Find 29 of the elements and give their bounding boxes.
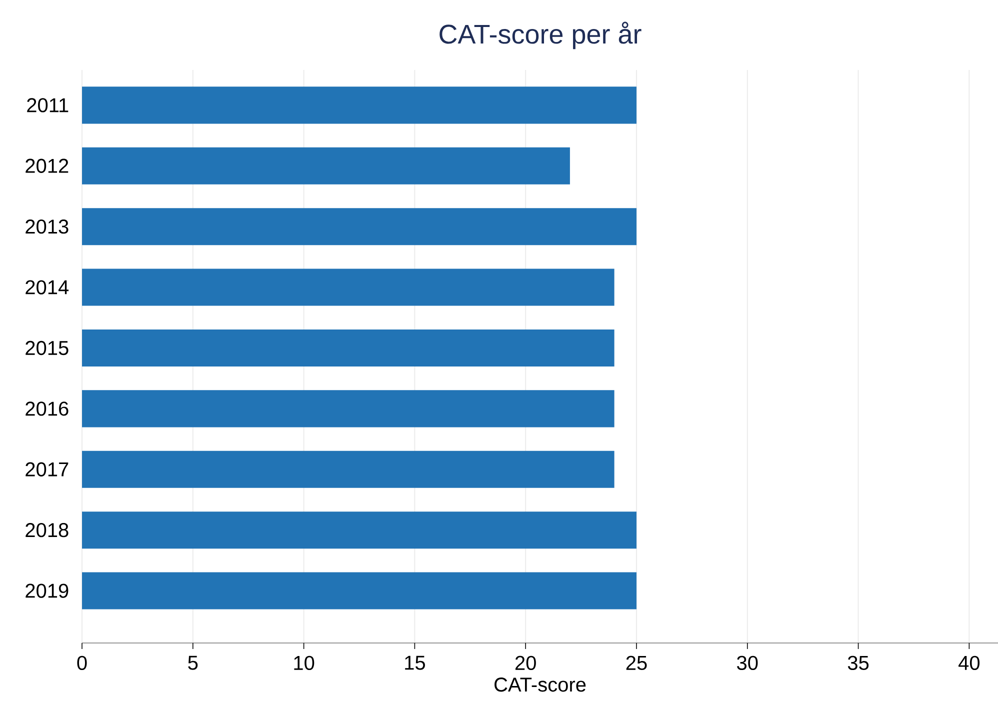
x-tick-label: 35 bbox=[848, 656, 869, 670]
bar bbox=[82, 512, 636, 549]
y-tick-label: 2012 bbox=[26, 158, 68, 173]
y-tick-label: 2011 bbox=[27, 98, 68, 112]
bar bbox=[82, 329, 614, 367]
bar bbox=[82, 208, 636, 246]
bar bbox=[82, 147, 570, 184]
y-tick-label: 2016 bbox=[26, 402, 68, 416]
y-tick-label: 2017 bbox=[26, 462, 68, 476]
x-axis-title: CAT-score bbox=[494, 678, 586, 692]
y-tick-label: 2015 bbox=[26, 340, 68, 356]
bar bbox=[82, 450, 614, 488]
bar bbox=[82, 268, 614, 306]
x-tick-label: 15 bbox=[405, 656, 425, 670]
chart-title: CAT-score per år bbox=[440, 22, 642, 50]
y-tick-label: 2018 bbox=[26, 523, 68, 538]
bar bbox=[82, 86, 636, 124]
x-tick-label: 0 bbox=[77, 656, 87, 670]
x-tick-label: 10 bbox=[294, 656, 314, 670]
x-tick-label: 40 bbox=[958, 656, 980, 670]
x-tick-label: 20 bbox=[515, 656, 536, 670]
x-tick-label: 25 bbox=[626, 656, 647, 670]
x-tick-label: 30 bbox=[737, 656, 758, 670]
bar bbox=[82, 572, 636, 610]
x-tick-label: 5 bbox=[188, 656, 198, 670]
bar bbox=[82, 390, 614, 428]
y-tick-label: 2013 bbox=[26, 220, 68, 234]
y-tick-label: 2019 bbox=[26, 584, 68, 598]
y-tick-label: 2014 bbox=[26, 280, 69, 294]
